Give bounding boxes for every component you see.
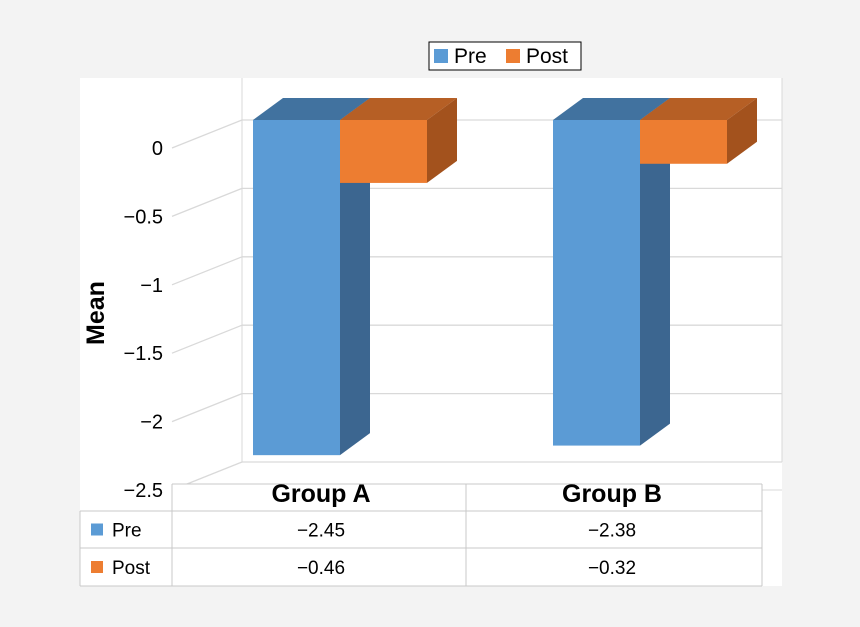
legend-box bbox=[428, 41, 582, 71]
bar-top-post-group-b bbox=[640, 98, 757, 120]
y-tick-label: −2 bbox=[140, 412, 163, 434]
legend: Pre Post bbox=[428, 41, 582, 71]
legend-label-pre: Pre bbox=[454, 45, 487, 68]
y-axis-label: Mean bbox=[82, 281, 110, 345]
bar-pre-group-b bbox=[553, 120, 640, 446]
bar-post-group-b bbox=[640, 120, 727, 164]
gridline-side bbox=[171, 324, 243, 354]
gridline-side bbox=[171, 256, 243, 286]
bar-side-pre-group-b bbox=[640, 98, 670, 446]
legend-key-post bbox=[506, 49, 520, 63]
bars bbox=[253, 98, 757, 456]
category-label-group-b: Group B bbox=[562, 480, 662, 508]
table-bg bbox=[172, 484, 762, 586]
bar-side-post-group-b bbox=[727, 98, 757, 164]
y-axis-ticks: 0 −0.5 −1 −1.5 −2 −2.5 bbox=[124, 138, 163, 502]
table-cell-post-group-a: −0.46 bbox=[297, 558, 345, 579]
y-tick-label: −0.5 bbox=[124, 206, 163, 228]
y-tick-label: −1 bbox=[140, 275, 163, 297]
table-row-label-pre: Pre bbox=[112, 521, 142, 542]
bar-top-pre-group-a bbox=[253, 98, 370, 120]
gridline-side bbox=[171, 392, 243, 423]
table-cell-pre-group-a: −2.45 bbox=[297, 521, 345, 542]
table-key-post bbox=[91, 561, 103, 573]
y-tick-label: −1.5 bbox=[124, 343, 163, 365]
legend-label-post: Post bbox=[526, 45, 568, 68]
bar-side-post-group-a bbox=[427, 98, 457, 183]
gridline-side bbox=[171, 187, 243, 218]
bar-top-pre-group-b bbox=[553, 98, 670, 120]
table-cell-post-group-b: −0.32 bbox=[588, 558, 636, 579]
bar-post-group-a bbox=[340, 120, 427, 183]
table-cell-pre-group-b: −2.38 bbox=[588, 521, 636, 542]
bar-side-pre-group-a bbox=[340, 98, 370, 456]
y-tick-label: 0 bbox=[152, 138, 163, 160]
bar-pre-group-a bbox=[253, 120, 340, 456]
gridline-side bbox=[171, 119, 243, 149]
data-table: Group A Group B Pre −2.45 −2.38 Post −0.46 −0.3… bbox=[79, 480, 763, 587]
bar-top-post-group-a bbox=[340, 98, 457, 120]
table-row-label-post: Post bbox=[112, 558, 151, 579]
table-key-pre bbox=[91, 523, 103, 536]
category-label-group-a: Group A bbox=[271, 480, 370, 508]
legend-key-pre bbox=[434, 49, 448, 63]
y-tick-label: −2.5 bbox=[124, 480, 163, 502]
